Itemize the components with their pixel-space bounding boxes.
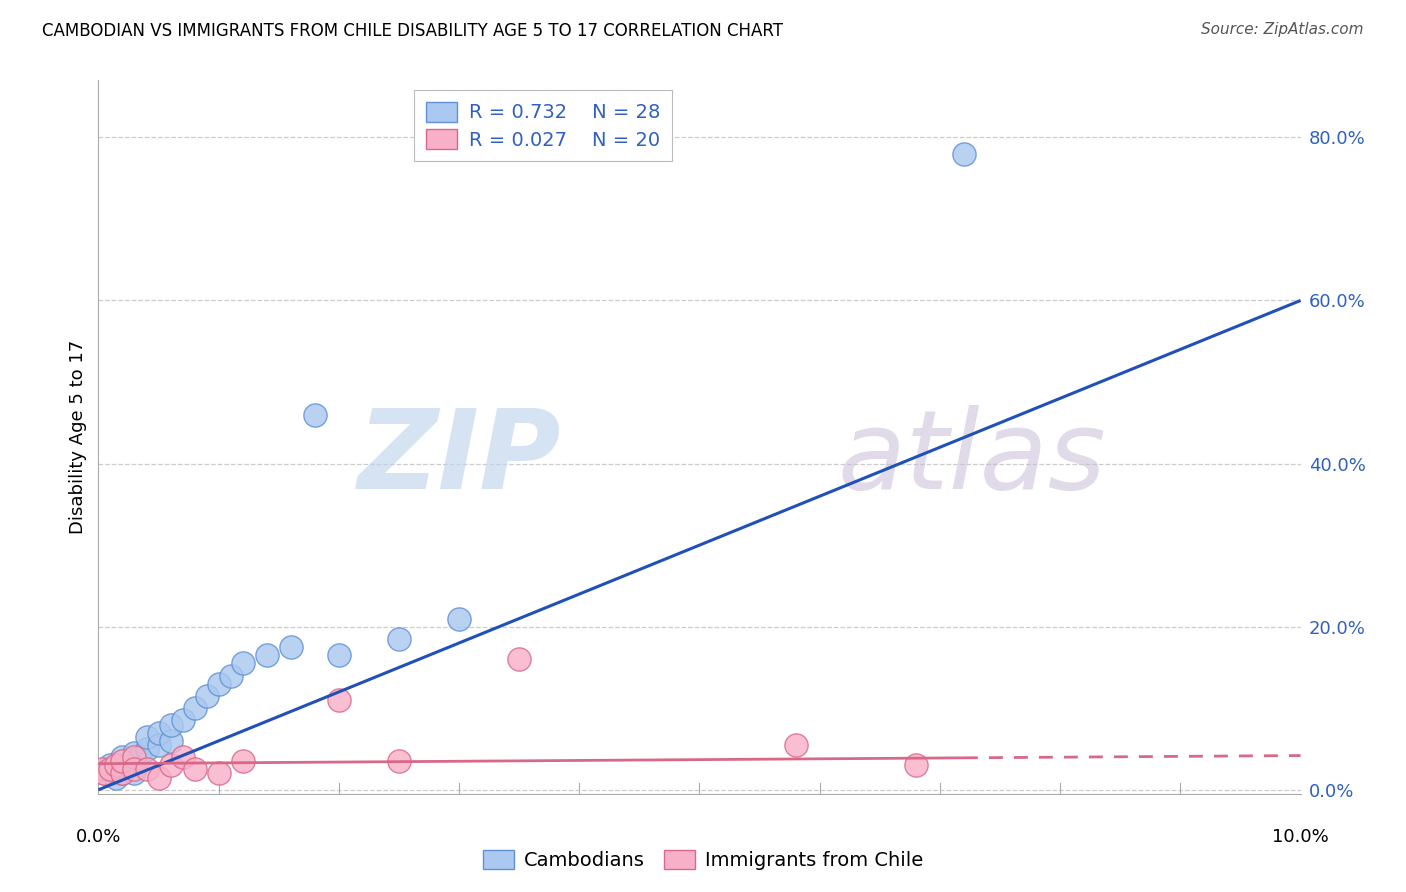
Point [508, 652, 530, 666]
Point [388, 632, 411, 646]
Y-axis label: Disability Age 5 to 17: Disability Age 5 to 17 [69, 340, 87, 534]
Point [159, 717, 181, 731]
Point [447, 611, 470, 625]
Text: ZIP: ZIP [357, 405, 561, 512]
Point [388, 754, 411, 768]
Point [183, 763, 205, 777]
Point [256, 648, 278, 663]
Point [219, 668, 242, 682]
Text: Source: ZipAtlas.com: Source: ZipAtlas.com [1201, 22, 1364, 37]
Point [105, 758, 128, 772]
Point [135, 763, 157, 777]
Point [183, 701, 205, 715]
Point [148, 738, 170, 752]
Text: 0.0%: 0.0% [76, 828, 121, 846]
Point [172, 750, 194, 764]
Point [159, 758, 181, 772]
Point [328, 693, 350, 707]
Point [129, 750, 152, 764]
Point [93, 766, 115, 780]
Text: CAMBODIAN VS IMMIGRANTS FROM CHILE DISABILITY AGE 5 TO 17 CORRELATION CHART: CAMBODIAN VS IMMIGRANTS FROM CHILE DISAB… [42, 22, 783, 40]
Point [111, 766, 134, 780]
Point [93, 766, 115, 780]
Point [208, 766, 231, 780]
Point [100, 758, 122, 772]
Point [117, 758, 139, 772]
Point [135, 742, 157, 756]
Point [124, 746, 146, 760]
Point [304, 408, 326, 422]
Point [100, 763, 122, 777]
Point [208, 677, 231, 691]
Legend: R = 0.732    N = 28, R = 0.027    N = 20: R = 0.732 N = 28, R = 0.027 N = 20 [415, 90, 672, 161]
Point [124, 750, 146, 764]
Point [328, 648, 350, 663]
Point [172, 714, 194, 728]
Point [124, 766, 146, 780]
Point [148, 725, 170, 739]
Point [232, 657, 254, 671]
Point [785, 738, 807, 752]
Point [111, 754, 134, 768]
Point [148, 771, 170, 785]
Point [135, 730, 157, 744]
Text: atlas: atlas [838, 405, 1107, 512]
Point [105, 771, 128, 785]
Text: 10.0%: 10.0% [1272, 828, 1329, 846]
Legend: Cambodians, Immigrants from Chile: Cambodians, Immigrants from Chile [475, 842, 931, 878]
Point [904, 758, 927, 772]
Point [159, 734, 181, 748]
Point [195, 689, 218, 703]
Point [124, 763, 146, 777]
Point [91, 763, 114, 777]
Point [232, 754, 254, 768]
Point [111, 750, 134, 764]
Point [111, 766, 134, 780]
Point [280, 640, 302, 654]
Point [953, 146, 976, 161]
